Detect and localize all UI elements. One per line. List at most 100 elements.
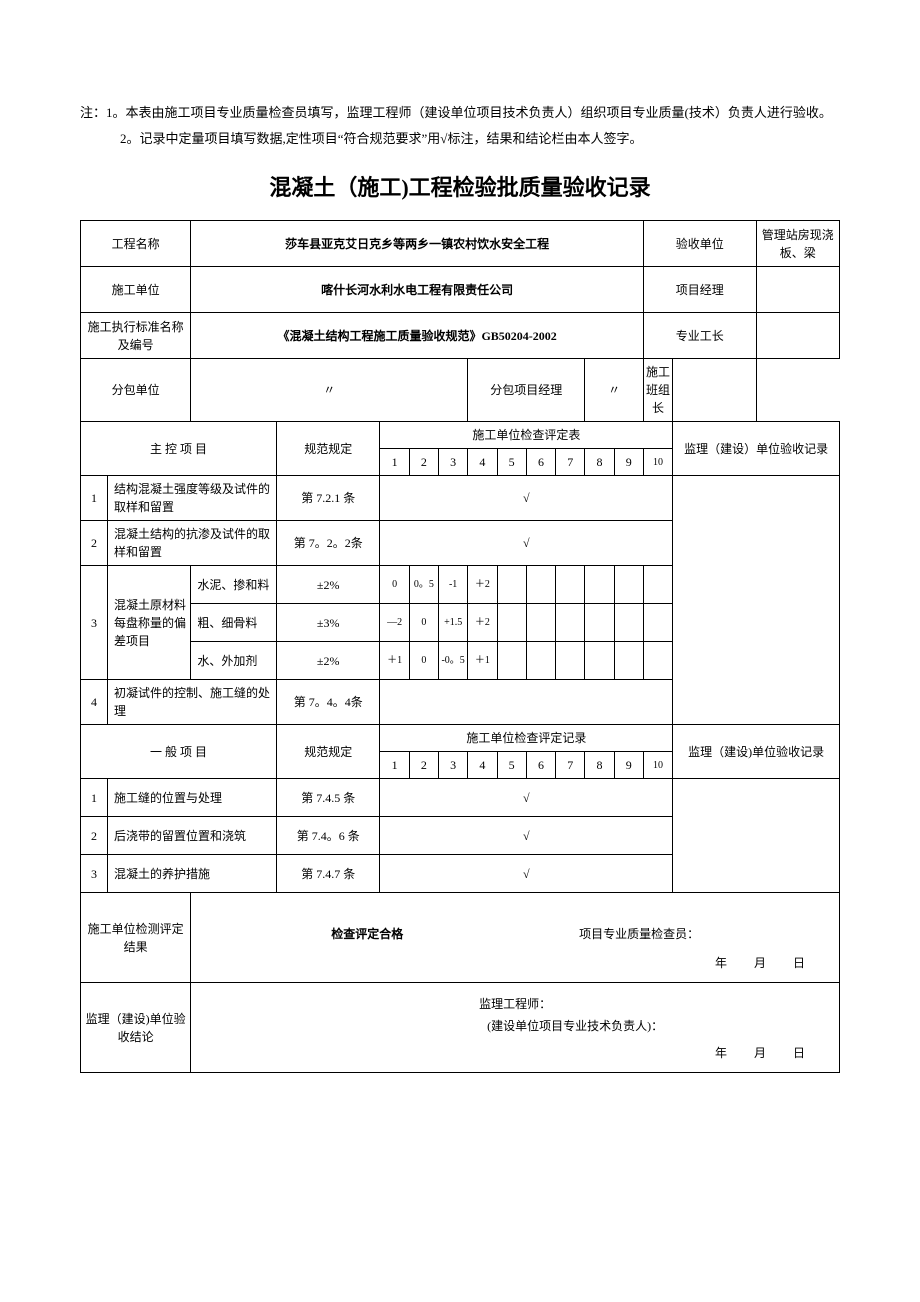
zk3c-v9 — [614, 642, 643, 680]
note-prefix: 注： — [80, 100, 106, 126]
yb-label: 一 般 项 目 — [81, 725, 277, 779]
zk3a-v6 — [526, 566, 555, 604]
yb-col-8: 8 — [585, 752, 614, 779]
yb2-num: 2 — [81, 817, 108, 855]
yb-supervise-label: 监理（建设)单位验收记录 — [673, 725, 840, 779]
zk3a-v8 — [585, 566, 614, 604]
yb-col-3: 3 — [439, 752, 468, 779]
zk3a-v4: ＋2 — [468, 566, 497, 604]
zk3c-v4: ＋1 — [468, 642, 497, 680]
zk-col-2: 2 — [409, 449, 438, 476]
zk4-item: 初凝试件的控制、施工缝的处理 — [108, 680, 277, 725]
zk3b-v5 — [497, 604, 526, 642]
label-accept-unit: 验收单位 — [643, 221, 756, 267]
result-label: 施工单位检测评定结果 — [81, 893, 191, 983]
zk3a-v5 — [497, 566, 526, 604]
yb2-item: 后浇带的留置位置和浇筑 — [108, 817, 277, 855]
label-subpm: 分包项目经理 — [468, 359, 585, 422]
zk3b-v3: +1.5 — [439, 604, 468, 642]
yb-col-5: 5 — [497, 752, 526, 779]
value-pm — [756, 267, 840, 313]
yb-col-4: 4 — [468, 752, 497, 779]
zk-supervise-cell — [673, 476, 840, 725]
zk3a-v1: 0 — [380, 566, 409, 604]
zk-col-8: 8 — [585, 449, 614, 476]
zk1-spec: 第 7.2.1 条 — [276, 476, 380, 521]
yb-col-6: 6 — [526, 752, 555, 779]
zk-col-10: 10 — [643, 449, 672, 476]
zk3b-item: 粗、细骨料 — [191, 604, 277, 642]
yb-col-2: 2 — [409, 752, 438, 779]
yb3-num: 3 — [81, 855, 108, 893]
zk2-spec: 第 7。2。2条 — [276, 521, 380, 566]
zk3c-v7 — [556, 642, 585, 680]
zk-col-7: 7 — [556, 449, 585, 476]
zk3b-v8 — [585, 604, 614, 642]
zk3-group: 混凝土原材料每盘称量的偏差项目 — [108, 566, 191, 680]
label-subcon: 分包单位 — [81, 359, 191, 422]
note2-text: 记录中定量项目填写数据,定性项目“符合规范要求”用√标注，结果和结论栏由本人签字… — [140, 126, 643, 152]
value-standard: 《混凝土结构工程施工质量验收规范》GB50204-2002 — [191, 313, 644, 359]
zk3-num: 3 — [81, 566, 108, 680]
yb-col-10: 10 — [643, 752, 672, 779]
zk3c-v6 — [526, 642, 555, 680]
note2-num: 2。 — [120, 126, 140, 152]
value-construct-unit: 喀什长河水利水电工程有限责任公司 — [191, 267, 644, 313]
yb3-mark: √ — [380, 855, 673, 893]
zk3a-v9 — [614, 566, 643, 604]
label-team: 施工班组长 — [643, 359, 672, 422]
yb-col-1: 1 — [380, 752, 409, 779]
yb-col-9: 9 — [614, 752, 643, 779]
label-project-name: 工程名称 — [81, 221, 191, 267]
zk-supervise-label: 监理（建设）单位验收记录 — [673, 422, 840, 476]
yb1-spec: 第 7.4.5 条 — [276, 779, 380, 817]
conclusion-block: 监理工程师： (建设单位项目专业技术负责人)： 年 月 日 — [191, 983, 840, 1073]
zk3c-spec: ±2% — [276, 642, 380, 680]
zk3c-v1: ＋1 — [380, 642, 409, 680]
result-pass: 检查评定合格 — [331, 925, 403, 943]
zk-label: 主 控 项 目 — [81, 422, 277, 476]
value-foreman — [756, 313, 840, 359]
page-title: 混凝土（施工)工程检验批质量验收记录 — [80, 170, 840, 202]
zk3a-spec: ±2% — [276, 566, 380, 604]
yb1-mark: √ — [380, 779, 673, 817]
zk2-item: 混凝土结构的抗渗及试件的取样和留置 — [108, 521, 277, 566]
zk-col-3: 3 — [439, 449, 468, 476]
label-pm: 项目经理 — [643, 267, 756, 313]
zk3b-v1: —2 — [380, 604, 409, 642]
zk2-mark: √ — [380, 521, 673, 566]
zk-col-4: 4 — [468, 449, 497, 476]
zk-col-1: 1 — [380, 449, 409, 476]
zk1-item: 结构混凝土强度等级及试件的取样和留置 — [108, 476, 277, 521]
zk3c-item: 水、外加剂 — [191, 642, 277, 680]
zk3b-v4: ＋2 — [468, 604, 497, 642]
zk3b-v7 — [556, 604, 585, 642]
zk3c-v3: -0。5 — [439, 642, 468, 680]
zk3b-v2: 0 — [409, 604, 438, 642]
zk3c-v10 — [643, 642, 672, 680]
yb-spec-label: 规范规定 — [276, 725, 380, 779]
yb2-spec: 第 7.4。6 条 — [276, 817, 380, 855]
label-standard: 施工执行标准名称及编号 — [81, 313, 191, 359]
zk3c-v2: 0 — [409, 642, 438, 680]
result-date: 年 月 日 — [715, 954, 817, 972]
zk4-num: 4 — [81, 680, 108, 725]
zk3b-spec: ±3% — [276, 604, 380, 642]
zk3b-v9 — [614, 604, 643, 642]
zk3a-v2: 0。5 — [409, 566, 438, 604]
zk1-mark: √ — [380, 476, 673, 521]
zk-col-9: 9 — [614, 449, 643, 476]
value-team — [673, 359, 756, 422]
zk3c-v8 — [585, 642, 614, 680]
zk-col-5: 5 — [497, 449, 526, 476]
zk2-num: 2 — [81, 521, 108, 566]
zk-check-label: 施工单位检查评定表 — [380, 422, 673, 449]
zk3b-v10 — [643, 604, 672, 642]
yb3-item: 混凝土的养护措施 — [108, 855, 277, 893]
yb1-item: 施工缝的位置与处理 — [108, 779, 277, 817]
zk4-mark — [380, 680, 673, 725]
zk-col-6: 6 — [526, 449, 555, 476]
yb-check-label: 施工单位检查评定记录 — [380, 725, 673, 752]
zk1-num: 1 — [81, 476, 108, 521]
label-construct-unit: 施工单位 — [81, 267, 191, 313]
